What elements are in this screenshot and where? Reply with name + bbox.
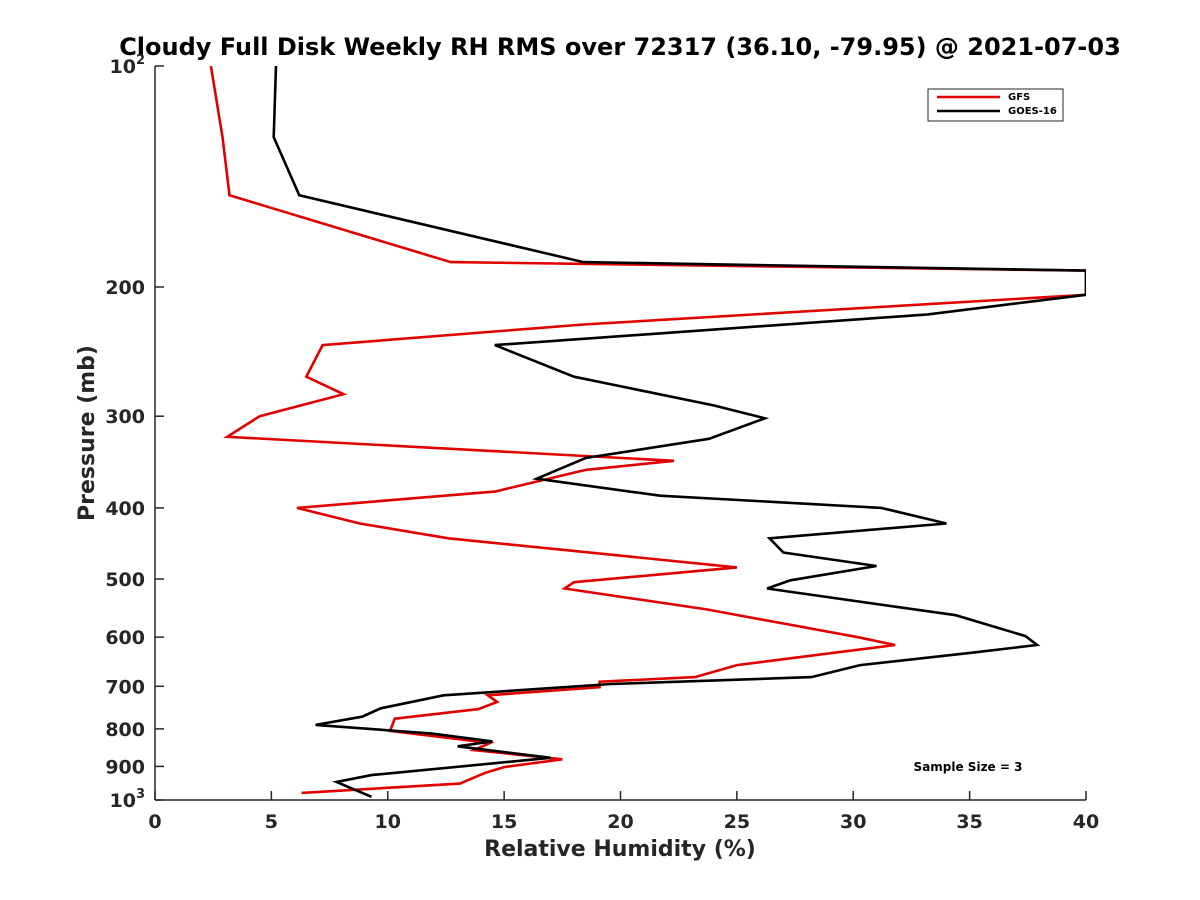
legend-label-goes-16: GOES-16 <box>1008 106 1057 117</box>
x-tick-label: 30 <box>840 811 866 833</box>
x-tick-label: 35 <box>956 811 982 833</box>
legend-box <box>927 88 1064 122</box>
series-line-gfs <box>209 66 1086 795</box>
x-axis-label: Relative Humidity (%) <box>484 837 756 862</box>
y-tick-label: 400 <box>105 498 145 520</box>
x-ticks: 0 5 10 15 20 25 30 35 40 <box>148 791 1099 833</box>
x-tick-label: 20 <box>607 811 633 833</box>
legend: GFS GOES-16 <box>927 88 1064 122</box>
y-tick-label: 102 <box>110 53 146 78</box>
y-tick-label: 200 <box>105 277 145 299</box>
x-tick-label: 10 <box>375 811 401 833</box>
legend-label-gfs: GFS <box>1008 92 1030 103</box>
chart-title: Cloudy Full Disk Weekly RH RMS over 7231… <box>119 33 1121 61</box>
plot-axes <box>154 66 1086 801</box>
y-tick-label: 103 <box>110 787 146 812</box>
y-tick-label: 900 <box>105 756 145 778</box>
x-tick-label: 5 <box>265 811 278 833</box>
x-tick-label: 15 <box>491 811 517 833</box>
y-tick-label: 600 <box>105 627 145 649</box>
x-tick-label: 40 <box>1073 811 1099 833</box>
y-tick-label: 300 <box>105 406 145 428</box>
y-tick-label: 700 <box>105 676 145 698</box>
y-axis-label: Pressure (mb) <box>75 345 100 521</box>
y-ticks: 102 200 300 400 500 600 700 800 900 103 <box>105 53 164 812</box>
y-tick-label: 500 <box>105 569 145 591</box>
x-tick-label: 25 <box>724 811 750 833</box>
sample-size-annotation: Sample Size = 3 <box>914 760 1023 774</box>
series-layer <box>209 66 1086 798</box>
series-line-goes-16 <box>272 66 1086 798</box>
y-tick-label: 800 <box>105 719 145 741</box>
x-tick-label: 0 <box>148 811 161 833</box>
